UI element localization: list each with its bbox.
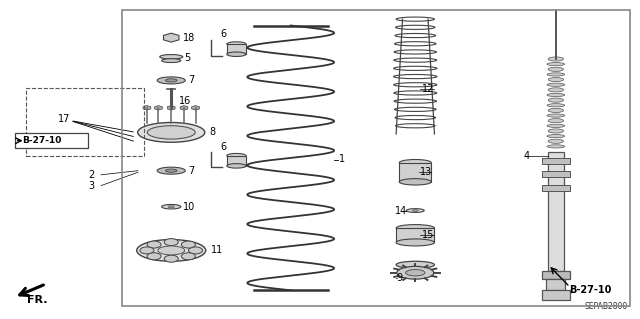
Ellipse shape bbox=[399, 160, 431, 166]
Text: SEPAB2800: SEPAB2800 bbox=[584, 302, 628, 311]
Ellipse shape bbox=[396, 239, 435, 246]
Text: 4: 4 bbox=[524, 151, 530, 161]
Bar bbox=[227, 156, 246, 166]
Ellipse shape bbox=[548, 108, 563, 113]
Ellipse shape bbox=[547, 83, 564, 86]
Text: 14: 14 bbox=[395, 205, 407, 216]
Text: 1: 1 bbox=[339, 154, 345, 165]
Bar bbox=[542, 290, 570, 300]
Bar bbox=[542, 158, 570, 164]
Ellipse shape bbox=[548, 129, 563, 133]
Ellipse shape bbox=[399, 179, 431, 185]
Ellipse shape bbox=[548, 67, 563, 71]
Ellipse shape bbox=[147, 126, 195, 139]
Text: 6: 6 bbox=[220, 142, 227, 152]
Ellipse shape bbox=[548, 119, 563, 123]
Bar bbox=[399, 163, 431, 182]
Text: 7: 7 bbox=[188, 166, 194, 176]
Bar bbox=[15, 133, 88, 148]
Ellipse shape bbox=[406, 209, 424, 212]
Ellipse shape bbox=[168, 206, 175, 208]
Circle shape bbox=[164, 239, 179, 246]
Text: 6: 6 bbox=[220, 29, 227, 40]
Bar bbox=[542, 171, 570, 177]
Ellipse shape bbox=[157, 77, 186, 84]
Ellipse shape bbox=[397, 266, 434, 279]
Ellipse shape bbox=[547, 73, 564, 76]
Ellipse shape bbox=[548, 88, 563, 92]
Ellipse shape bbox=[547, 124, 564, 127]
Ellipse shape bbox=[166, 79, 177, 82]
Ellipse shape bbox=[548, 139, 563, 143]
Ellipse shape bbox=[547, 63, 564, 66]
Circle shape bbox=[140, 247, 154, 254]
Text: 11: 11 bbox=[211, 245, 223, 256]
Text: 7: 7 bbox=[188, 75, 194, 85]
Ellipse shape bbox=[548, 98, 563, 102]
Ellipse shape bbox=[547, 114, 564, 117]
Circle shape bbox=[181, 253, 195, 260]
Text: 8: 8 bbox=[209, 127, 216, 137]
Ellipse shape bbox=[158, 246, 185, 255]
Ellipse shape bbox=[548, 57, 563, 61]
Ellipse shape bbox=[396, 261, 435, 268]
Circle shape bbox=[181, 241, 195, 248]
Circle shape bbox=[164, 255, 179, 262]
Text: 3: 3 bbox=[88, 181, 94, 191]
Ellipse shape bbox=[157, 167, 186, 174]
Circle shape bbox=[147, 253, 161, 260]
Bar bbox=[542, 185, 570, 191]
Text: 10: 10 bbox=[183, 202, 195, 212]
Bar bbox=[548, 152, 563, 271]
Ellipse shape bbox=[227, 42, 246, 46]
Ellipse shape bbox=[138, 122, 205, 142]
Ellipse shape bbox=[547, 135, 564, 138]
Ellipse shape bbox=[396, 225, 435, 232]
Circle shape bbox=[188, 247, 202, 254]
Text: 2: 2 bbox=[88, 170, 95, 180]
Bar bbox=[547, 279, 565, 290]
Ellipse shape bbox=[137, 240, 205, 261]
Ellipse shape bbox=[227, 153, 246, 158]
Ellipse shape bbox=[406, 270, 425, 276]
Text: 15: 15 bbox=[422, 230, 434, 241]
Circle shape bbox=[147, 241, 161, 248]
Text: 16: 16 bbox=[179, 96, 191, 107]
Ellipse shape bbox=[547, 93, 564, 97]
Text: B-27-10: B-27-10 bbox=[568, 285, 611, 295]
Text: 5: 5 bbox=[184, 53, 190, 63]
Text: 17: 17 bbox=[58, 114, 70, 124]
Text: FR.: FR. bbox=[27, 295, 47, 306]
Bar bbox=[396, 228, 435, 242]
Bar bbox=[542, 271, 570, 279]
Bar bbox=[227, 44, 246, 54]
Ellipse shape bbox=[227, 52, 246, 56]
Ellipse shape bbox=[548, 78, 563, 82]
Ellipse shape bbox=[412, 210, 418, 211]
Ellipse shape bbox=[547, 145, 564, 148]
Ellipse shape bbox=[160, 55, 183, 59]
Ellipse shape bbox=[162, 204, 181, 209]
Text: 12: 12 bbox=[422, 84, 434, 94]
Ellipse shape bbox=[162, 59, 181, 63]
Text: 13: 13 bbox=[420, 167, 433, 177]
Text: 18: 18 bbox=[183, 33, 195, 43]
Text: 9: 9 bbox=[396, 272, 403, 283]
Text: B-27-10: B-27-10 bbox=[22, 136, 61, 145]
Ellipse shape bbox=[166, 169, 177, 172]
Ellipse shape bbox=[547, 104, 564, 107]
Bar bbox=[26, 88, 144, 156]
Ellipse shape bbox=[227, 164, 246, 168]
